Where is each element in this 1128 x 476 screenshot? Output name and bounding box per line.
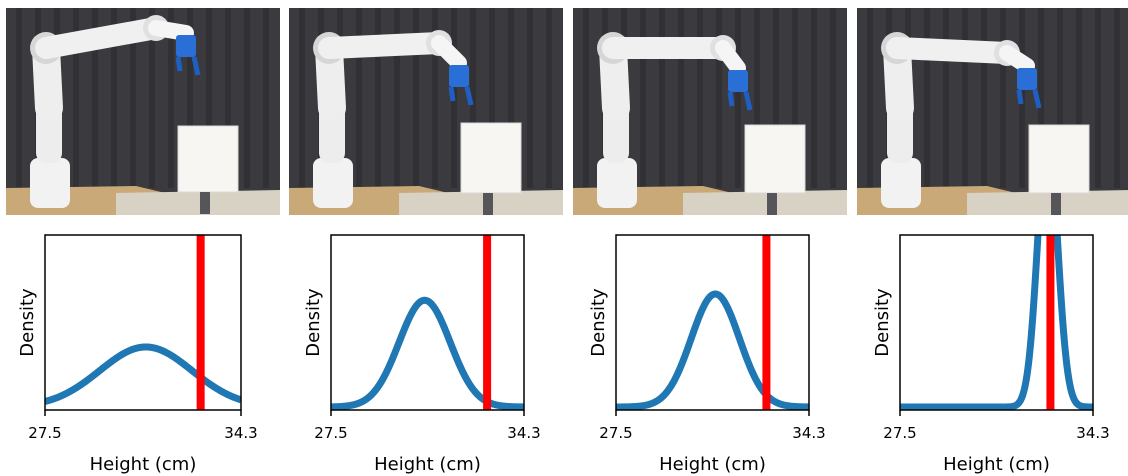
robot-arm-photo-1	[6, 8, 280, 215]
robot-arm-photo-4	[857, 8, 1128, 215]
x-tick-label: 27.5	[883, 424, 916, 442]
x-axis-label: Height (cm)	[90, 454, 197, 475]
axes-frame	[44, 234, 242, 411]
axes-frame	[615, 234, 810, 411]
robot-arm-frame-4	[857, 8, 1128, 215]
x-axis-label: Height (cm)	[374, 454, 481, 475]
density-curve	[331, 296, 524, 410]
density-curve	[900, 235, 1093, 410]
x-axis-label: Height (cm)	[659, 454, 766, 475]
density-curve	[45, 343, 241, 405]
axes-frame	[330, 234, 525, 411]
y-axis-label: Density	[303, 288, 324, 357]
robot-arm-frame-2	[289, 8, 563, 215]
robot-arm-frame-3	[573, 8, 847, 215]
x-tick-label: 27.5	[28, 424, 61, 442]
density-chart-1: 27.5 34.3 Height (cm) Density	[17, 234, 258, 475]
axes-frame	[899, 234, 1094, 411]
x-tick-label: 34.3	[1076, 424, 1109, 442]
y-axis-label: Density	[872, 288, 893, 357]
density-curve	[616, 290, 809, 410]
density-chart-3: 27.5 34.3 Height (cm) Density	[588, 234, 826, 475]
x-tick-label: 34.3	[224, 424, 257, 442]
density-chart-2: 27.5 34.3 Height (cm) Density	[303, 234, 541, 475]
y-axis-label: Density	[17, 288, 38, 357]
robot-arm-photo-2	[289, 8, 563, 215]
x-tick-label: 34.3	[792, 424, 825, 442]
robot-arm-photo-3	[573, 8, 847, 215]
x-tick-label: 27.5	[314, 424, 347, 442]
y-axis-label: Density	[588, 288, 609, 357]
density-chart-4: 27.5 34.3 Height (cm) Density	[872, 234, 1110, 475]
x-tick-label: 27.5	[599, 424, 632, 442]
robot-arm-frame-1	[6, 8, 280, 215]
x-axis-label: Height (cm)	[943, 454, 1050, 475]
x-tick-label: 34.3	[507, 424, 540, 442]
